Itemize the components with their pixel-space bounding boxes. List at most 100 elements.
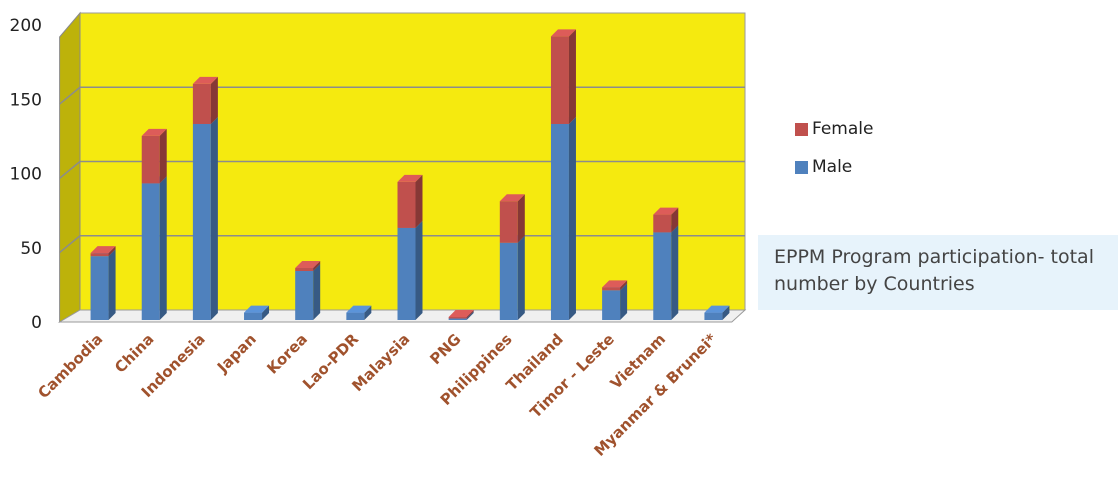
bar-male-12 bbox=[704, 305, 730, 320]
bar-female-9 bbox=[550, 29, 576, 124]
bar-female-9-top bbox=[550, 29, 576, 37]
x-category-label: PNG bbox=[426, 330, 464, 368]
side-wall bbox=[59, 11, 81, 323]
bar-female-7-top bbox=[448, 310, 474, 318]
x-category-label: China bbox=[111, 330, 157, 376]
bar-female-0-top bbox=[90, 246, 116, 254]
bar-female-10 bbox=[602, 280, 628, 291]
bar-female-0-front bbox=[90, 253, 109, 257]
y-tick-label: 150 bbox=[10, 90, 42, 110]
bar-male-5-front bbox=[346, 312, 365, 320]
bar-female-2-side bbox=[210, 76, 218, 124]
bar-male-9 bbox=[550, 116, 576, 320]
bar-male-5-top bbox=[346, 305, 372, 313]
bar-female-1-side bbox=[159, 128, 167, 184]
bar-male-6-side bbox=[415, 220, 423, 320]
legend-item-female: Female bbox=[795, 110, 873, 148]
bar-male-6 bbox=[397, 220, 423, 320]
legend-item-male: Male bbox=[795, 148, 873, 186]
bars bbox=[90, 29, 730, 320]
bar-female-10-front bbox=[602, 287, 621, 291]
bar-male-10-side bbox=[620, 283, 628, 320]
bar-male-1-front bbox=[141, 183, 160, 320]
legend-label-female: Female bbox=[812, 119, 874, 139]
bar-male-3-side bbox=[262, 305, 270, 320]
gridline-side bbox=[59, 86, 81, 105]
bar-female-7 bbox=[448, 310, 474, 319]
bar-female-0 bbox=[90, 246, 116, 257]
bar-male-3-top bbox=[244, 305, 270, 313]
bar-female-8-top bbox=[499, 194, 525, 202]
bar-male-0-side bbox=[108, 249, 116, 320]
bar-female-4 bbox=[295, 261, 321, 271]
bar-female-0-side bbox=[108, 246, 116, 257]
bar-male-8-front bbox=[499, 242, 518, 320]
x-category-label: Cambodia bbox=[34, 330, 106, 402]
bar-male-4-front bbox=[295, 270, 314, 320]
bar-male-7-side bbox=[466, 311, 474, 320]
bar-female-4-side bbox=[313, 261, 321, 271]
bar-male-3 bbox=[244, 305, 270, 320]
bar-male-0-front bbox=[90, 256, 109, 320]
bar-male-4-side bbox=[313, 263, 321, 320]
bar-male-2-side bbox=[210, 116, 218, 320]
bar-female-6 bbox=[397, 174, 423, 228]
y-tick-label: 100 bbox=[10, 165, 42, 185]
chart-caption: EPPM Program participation- total number… bbox=[758, 235, 1118, 310]
legend-label-male: Male bbox=[812, 157, 853, 177]
bar-female-6-front bbox=[397, 181, 416, 228]
bar-female-10-top bbox=[602, 280, 628, 288]
bar-female-10-side bbox=[620, 280, 628, 291]
gridline-side bbox=[59, 235, 81, 254]
bar-female-11 bbox=[653, 207, 679, 233]
bar-male-8 bbox=[499, 235, 525, 320]
bar-male-12-top bbox=[704, 305, 730, 313]
bar-female-2 bbox=[192, 76, 218, 124]
bar-male-5-side bbox=[364, 305, 372, 320]
x-category-label: Korea bbox=[263, 330, 311, 378]
bar-female-4-front bbox=[295, 268, 314, 271]
bar-male-3-front bbox=[244, 312, 263, 320]
bar-female-1-top bbox=[141, 128, 167, 136]
y-axis-tick-labels: 0 50 100 150 200 bbox=[10, 16, 42, 333]
bar-female-7-front bbox=[448, 317, 467, 319]
bar-male-9-side bbox=[568, 116, 576, 320]
bar-male-0 bbox=[90, 249, 116, 320]
bar-male-12-front bbox=[704, 312, 723, 320]
bar-female-7-side bbox=[466, 310, 474, 319]
bar-female-11-front bbox=[653, 214, 672, 233]
bar-female-11-side bbox=[671, 207, 679, 233]
bar-male-10-front bbox=[602, 290, 621, 320]
bar-male-4 bbox=[295, 263, 321, 320]
bar-female-1 bbox=[141, 128, 167, 184]
bar-male-12-side bbox=[722, 305, 730, 320]
legend-swatch-male bbox=[795, 160, 808, 174]
bar-male-2 bbox=[192, 116, 218, 320]
bar-male-8-side bbox=[517, 235, 525, 320]
bar-male-6-front bbox=[397, 227, 416, 320]
bar-male-2-front bbox=[192, 123, 211, 320]
bar-female-6-side bbox=[415, 174, 423, 228]
bar-male-7-front bbox=[448, 318, 467, 320]
bar-male-11-side bbox=[671, 225, 679, 320]
y-tick-label: 200 bbox=[10, 16, 42, 36]
y-tick-label: 0 bbox=[31, 313, 42, 333]
bar-male-11 bbox=[653, 225, 679, 320]
bar-female-9-side bbox=[568, 29, 576, 124]
bar-female-1-front bbox=[141, 135, 160, 184]
bar-female-11-top bbox=[653, 207, 679, 215]
bar-female-4-top bbox=[295, 261, 321, 269]
bar-female-6-top bbox=[397, 174, 423, 182]
y-tick-label: 50 bbox=[20, 239, 42, 259]
x-category-label: Japan bbox=[213, 330, 260, 377]
bar-female-8-front bbox=[499, 201, 518, 243]
bar-female-8 bbox=[499, 194, 525, 243]
bar-male-9-front bbox=[550, 123, 569, 320]
bar-female-2-top bbox=[192, 76, 218, 84]
legend-swatch-female bbox=[795, 122, 808, 136]
bar-male-1-side bbox=[159, 176, 167, 320]
bar-male-5 bbox=[346, 305, 372, 320]
bar-female-2-front bbox=[192, 83, 211, 124]
